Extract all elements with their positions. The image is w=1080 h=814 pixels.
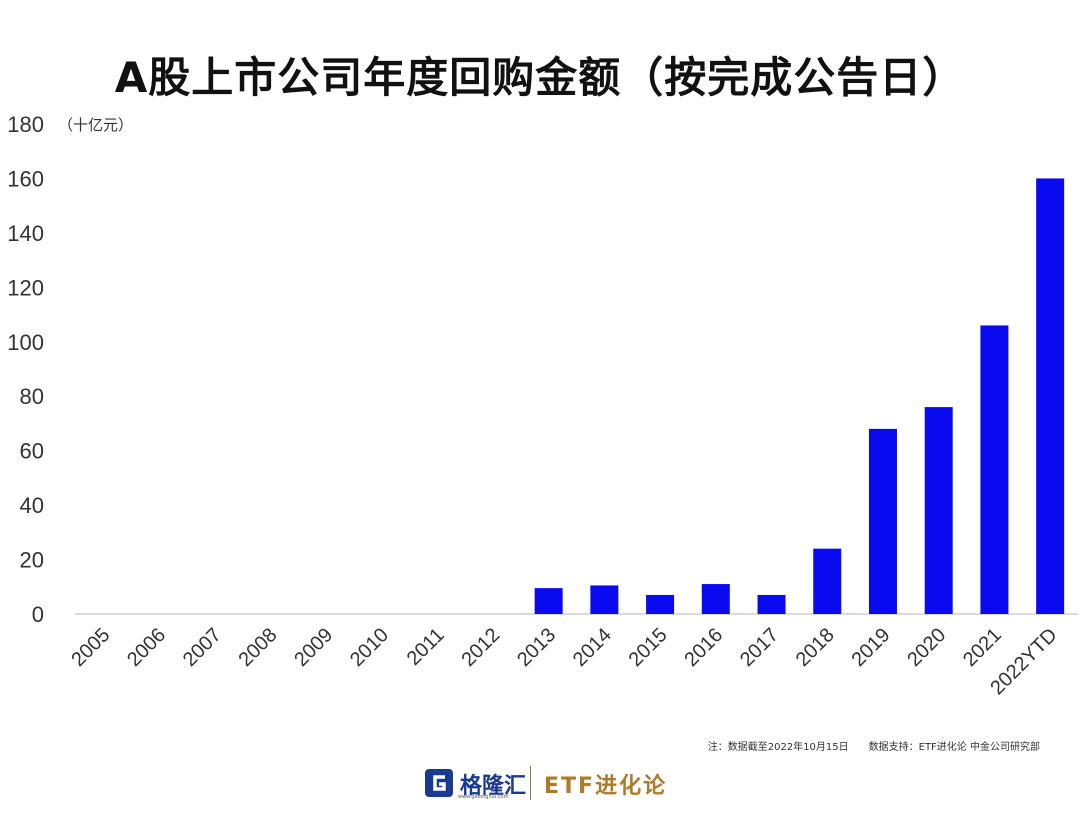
logo-left-text: 格隆汇: [460, 774, 527, 799]
gelonghui-logo-icon: [425, 769, 453, 797]
x-tick-label: 2018: [792, 624, 839, 671]
data-source-note: 注：数据截至2022年10月15日 数据支持：ETF进化论 中金公司研究部: [707, 742, 1040, 753]
bar: [646, 594, 675, 614]
bar: [1036, 178, 1065, 614]
x-tick-label: 2009: [290, 624, 337, 671]
x-tick-label: 2013: [513, 624, 560, 671]
bar: [980, 325, 1009, 614]
bar: [701, 584, 730, 614]
bar: [590, 585, 619, 614]
y-tick-label: 80: [20, 384, 44, 409]
x-tick-label: 2015: [625, 624, 672, 671]
bar: [534, 588, 563, 614]
x-tick-label: 2008: [235, 624, 282, 671]
x-tick-label: 2020: [903, 624, 950, 671]
x-tick-label: 2006: [123, 624, 170, 671]
x-tick-label: 2021: [959, 624, 1006, 671]
y-tick-label: 160: [7, 166, 44, 191]
footer-divider: [530, 766, 531, 800]
chart-title: A股上市公司年度回购金额（按完成公告日）: [114, 53, 966, 102]
x-tick-label: 2005: [67, 624, 114, 671]
x-tick-label: 2016: [680, 624, 727, 671]
y-tick-label: 100: [7, 330, 44, 355]
x-tick-label: 2007: [179, 624, 226, 671]
y-tick-label: 20: [20, 548, 44, 573]
logo-right-text: ETF进化论: [544, 774, 668, 799]
bar: [813, 548, 842, 614]
y-tick-label: 0: [32, 602, 44, 627]
y-tick-label: 120: [7, 275, 44, 300]
x-tick-label: 2011: [403, 624, 449, 670]
x-tick-label: 2012: [457, 624, 504, 671]
y-tick-label: 140: [7, 221, 44, 246]
x-tick-label: 2014: [569, 624, 616, 671]
bar: [868, 428, 897, 614]
y-tick-label: 60: [20, 439, 44, 464]
x-tick-label: 2019: [847, 624, 894, 671]
logo-left-url: www.gelonghui.com: [458, 794, 509, 800]
x-tick-label: 2010: [346, 624, 393, 671]
y-tick-label: 180: [7, 112, 44, 137]
x-tick-label: 2017: [736, 624, 783, 671]
y-tick-label: 40: [20, 493, 44, 518]
bar: [924, 407, 953, 614]
bar: [757, 594, 786, 614]
y-unit-label: （十亿元）: [58, 116, 133, 134]
